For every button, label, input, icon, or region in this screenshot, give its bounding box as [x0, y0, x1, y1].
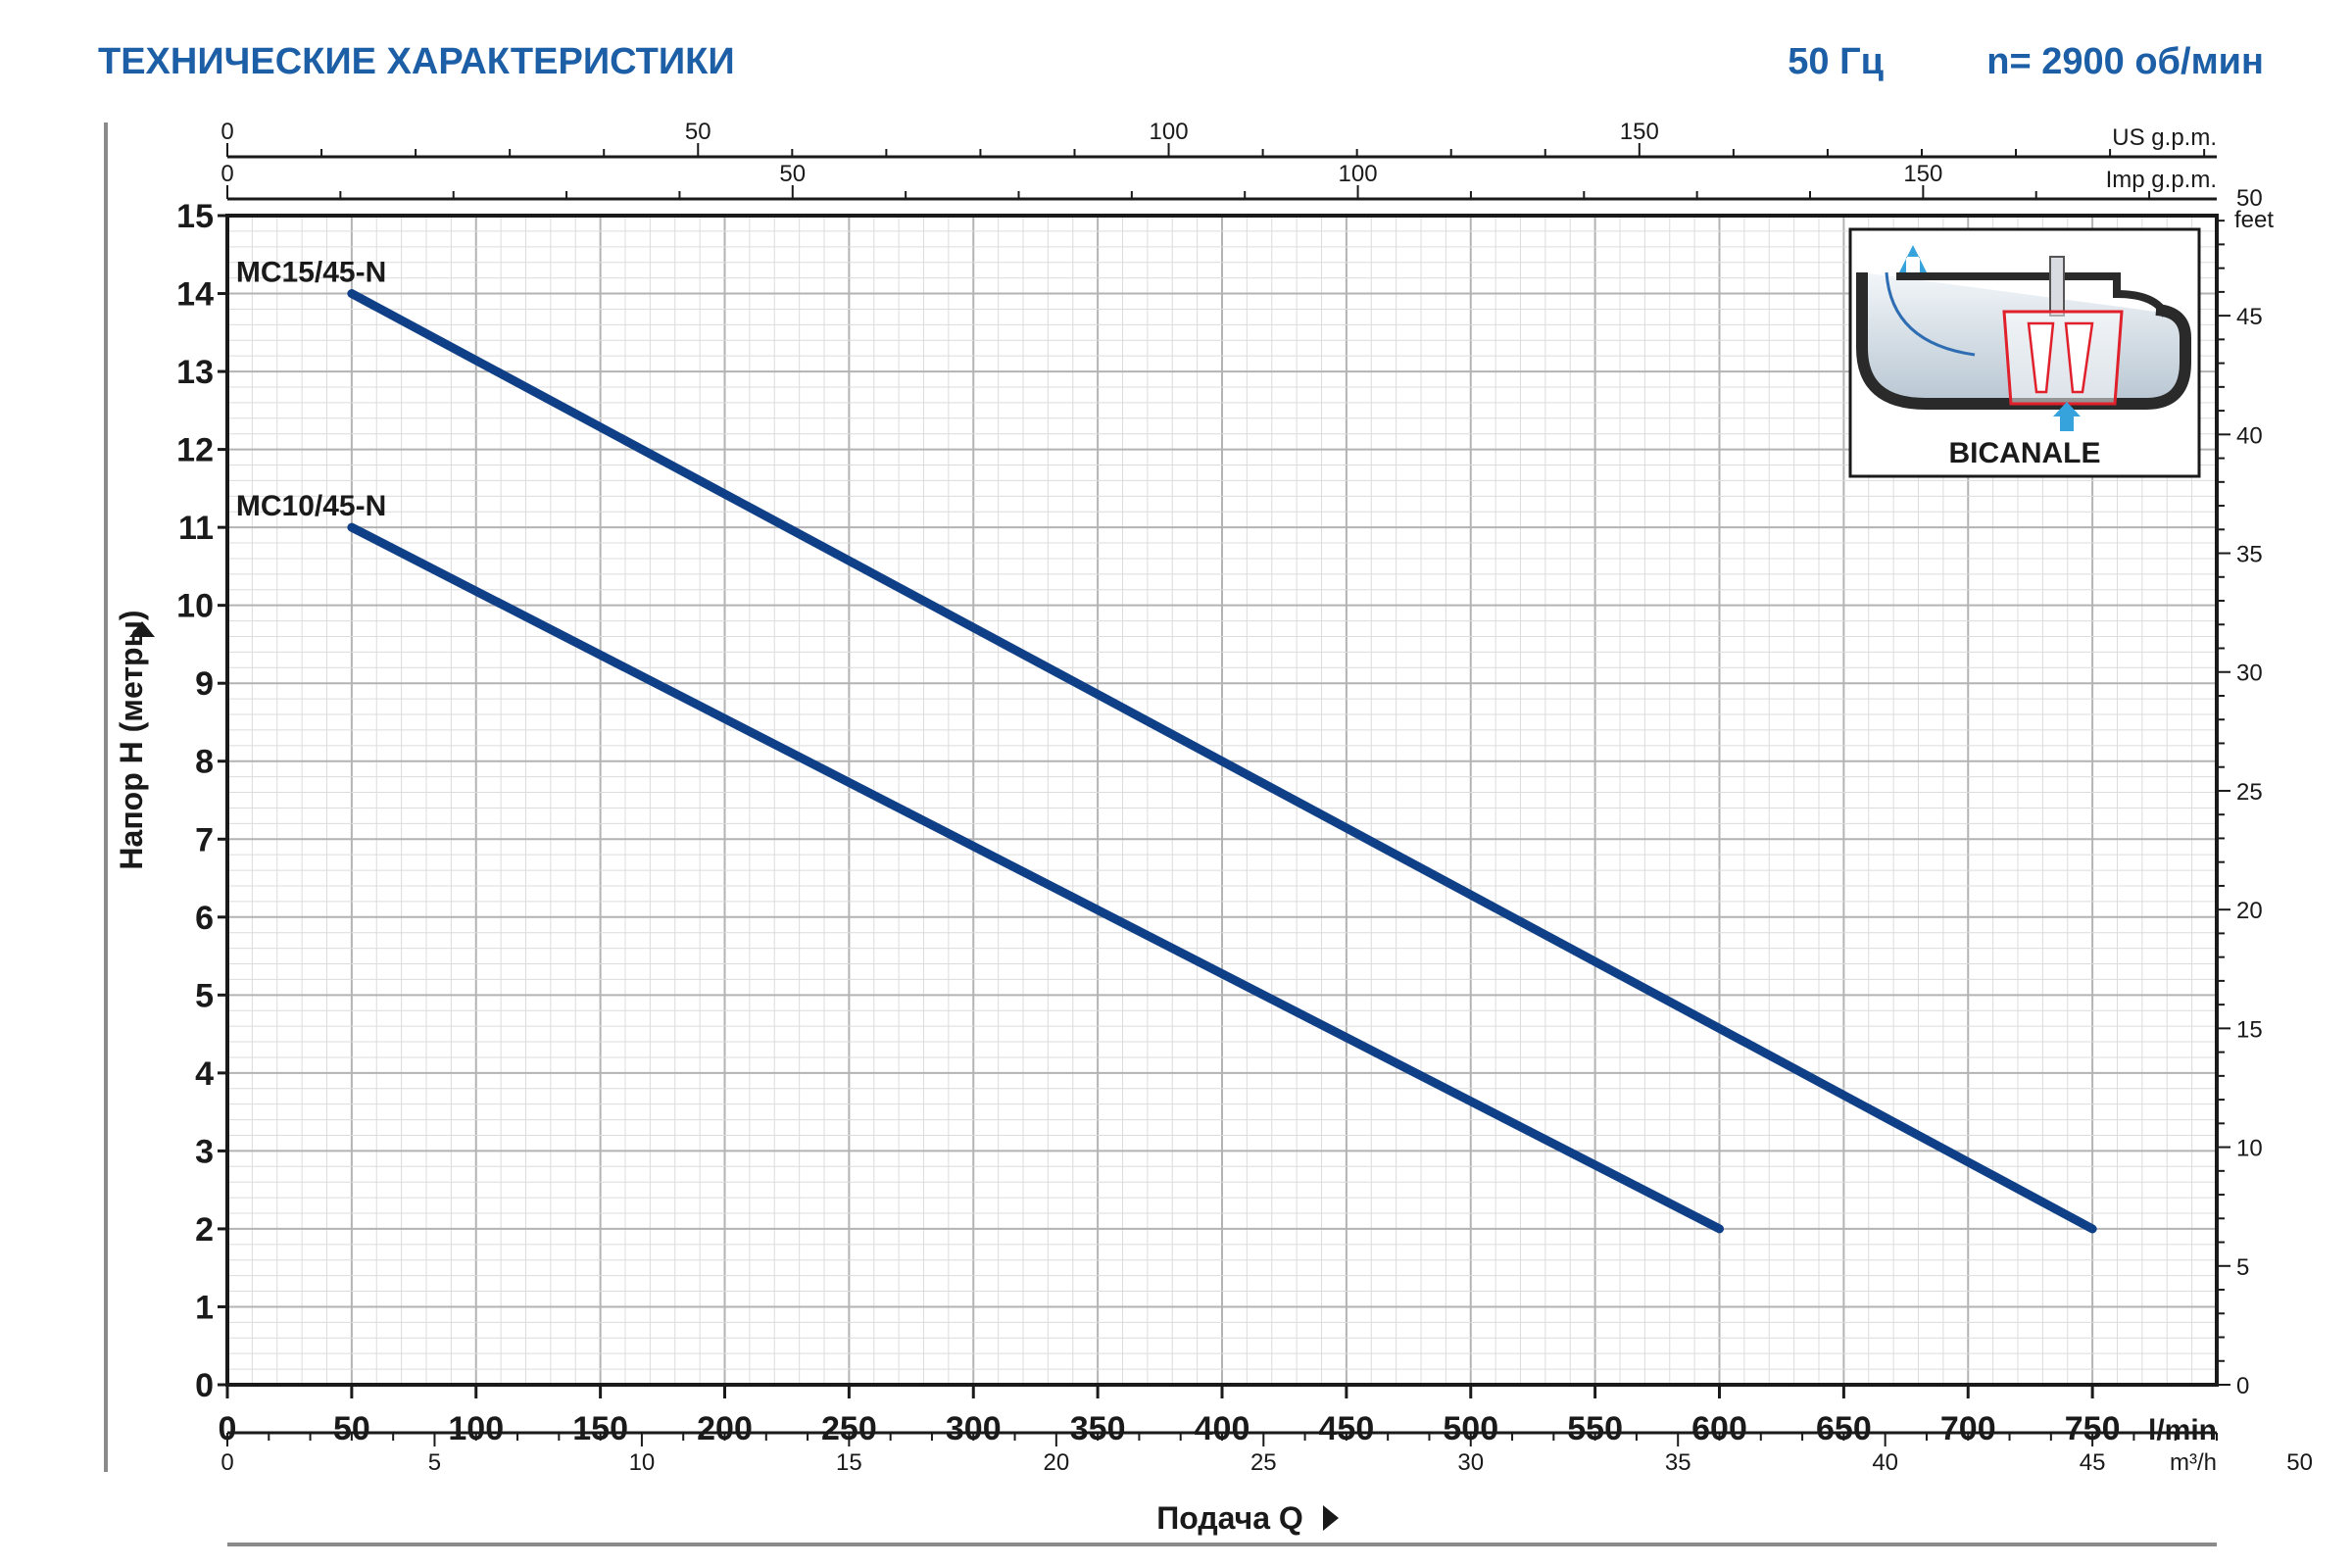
tick-label: 100: [1150, 119, 1189, 145]
y-tick-label: 10: [176, 588, 214, 625]
tick-label: 25: [2236, 779, 2263, 806]
y-tick-label: 0: [195, 1367, 214, 1404]
tick-label: 10: [629, 1449, 656, 1476]
tick-label: 35: [2236, 542, 2263, 568]
x-tick-label: 150: [572, 1410, 628, 1447]
y-axis-label: Напор H (метры): [114, 610, 149, 869]
y-tick-label: 7: [195, 821, 214, 858]
tick-label: 20: [2236, 898, 2263, 924]
axes: 0 50 100 150 200 250 300 350 400 450 500 550 600 650 7…: [104, 119, 2313, 1546]
imp_gpm-axis: 0 50 100 150 Imp g.p.m.: [220, 161, 2217, 201]
unit-label: US g.p.m.: [2112, 124, 2217, 151]
x-tick-label: 700: [1940, 1410, 1996, 1447]
x-tick-label: 50: [333, 1410, 370, 1447]
tick-label: 150: [1620, 119, 1659, 145]
tick-label: 50: [2286, 1449, 2313, 1476]
unit-label: feet: [2234, 207, 2274, 233]
tick-label: 5: [2236, 1254, 2249, 1281]
inset-label: BICANALE: [1949, 437, 2101, 469]
y-tick-label: 3: [195, 1133, 214, 1170]
series-label-0: MC15/45-N: [236, 257, 386, 289]
series-layer: MC15/45-N MC10/45-N: [236, 257, 2097, 1234]
y-axis-title: Напор H (метры): [114, 610, 155, 870]
tick-label: 100: [1339, 161, 1378, 187]
x-axis-label: Подача Q: [1156, 1500, 1303, 1536]
series-line-1: [347, 522, 1724, 1234]
y-tick-label: 11: [178, 510, 214, 547]
y-tick-label: 1: [195, 1289, 214, 1326]
x-tick-label: 600: [1691, 1410, 1747, 1447]
x-axis-title: Подача Q: [1156, 1500, 1339, 1536]
series-line-0: [347, 289, 2097, 1234]
bicanale-impeller-icon: [1856, 245, 2191, 431]
tick-label: 45: [2080, 1449, 2106, 1476]
x-tick-label: 300: [946, 1410, 1002, 1447]
tick-label: 30: [1457, 1449, 1484, 1476]
x-tick-label: 100: [448, 1410, 504, 1447]
tick-label: 40: [2236, 422, 2263, 449]
page-title: ТЕХНИЧЕСКИЕ ХАРАКТЕРИСТИКИ: [98, 41, 735, 82]
speed-label: n= 2900 об/мин: [1986, 41, 2264, 82]
y-tick-label: 12: [176, 432, 214, 469]
y-axis-arrow-icon: [129, 621, 155, 637]
x-tick-label: 450: [1319, 1410, 1375, 1447]
unit-label: m³/h: [2170, 1449, 2217, 1476]
tick-label: 30: [2236, 661, 2263, 687]
x-tick-label: 650: [1816, 1410, 1872, 1447]
tick-label: 5: [428, 1449, 441, 1476]
tick-label: 50: [2236, 185, 2263, 212]
y-tick-label: 4: [195, 1055, 214, 1093]
tick-label: 25: [1250, 1449, 1277, 1476]
y-tick-label: 5: [195, 977, 214, 1014]
bicanale-inset: BICANALE: [1848, 227, 2201, 478]
x-tick-label: 200: [697, 1410, 753, 1447]
tick-label: 50: [779, 161, 806, 187]
y-tick-label: 6: [195, 900, 214, 937]
tick-label: 0: [220, 1449, 233, 1476]
tick-label: 20: [1043, 1449, 1069, 1476]
x-tick-label: 0: [219, 1410, 237, 1447]
y-tick-label: 2: [195, 1211, 214, 1249]
tick-label: 0: [220, 119, 233, 145]
y-tick-label: 9: [195, 665, 214, 703]
tick-label: 15: [2236, 1016, 2263, 1043]
us_gpm-axis: 0 50 100 150 US g.p.m.: [220, 119, 2217, 159]
tick-label: 50: [685, 119, 711, 145]
frequency-label: 50 Гц: [1788, 41, 1884, 82]
y-tick-label: 15: [176, 198, 214, 235]
x-tick-label: 400: [1195, 1410, 1250, 1447]
y-tick-label: 14: [176, 276, 214, 314]
tick-label: 40: [1872, 1449, 1898, 1476]
series-label-1: MC10/45-N: [236, 490, 386, 522]
tick-label: 15: [836, 1449, 862, 1476]
x-axis-arrow-icon: [1323, 1505, 1339, 1531]
y-tick-label: 13: [176, 354, 214, 391]
tick-label: 45: [2236, 304, 2263, 330]
unit-label: Imp g.p.m.: [2106, 167, 2217, 193]
x-tick-label: 350: [1070, 1410, 1126, 1447]
m3h-axis: 0 5 10 15 20 25 30 35 40 45 50 m³/h: [220, 1431, 2313, 1476]
x-unit-label: l/min: [2148, 1414, 2217, 1446]
tick-label: 10: [2236, 1136, 2263, 1162]
y-tick-label: 8: [195, 744, 214, 781]
tick-label: 0: [220, 161, 233, 187]
tick-label: 35: [1665, 1449, 1691, 1476]
x-tick-label: 550: [1567, 1410, 1623, 1447]
tick-label: 0: [2236, 1373, 2249, 1399]
tick-label: 150: [1903, 161, 1942, 187]
